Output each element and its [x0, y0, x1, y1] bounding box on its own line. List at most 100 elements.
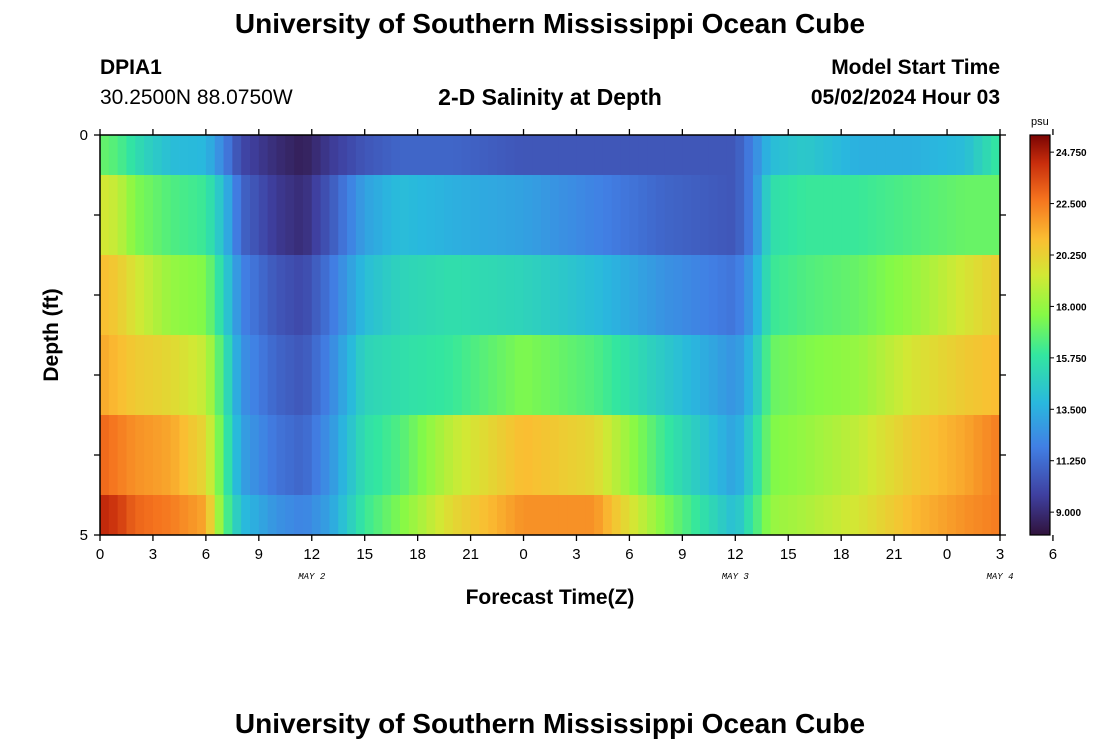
heatmap-cell — [400, 135, 410, 175]
heatmap-cell — [408, 135, 419, 175]
heatmap-cell — [338, 255, 348, 335]
heatmap-cell — [214, 335, 225, 415]
heatmap-cell — [338, 135, 348, 175]
heatmap-cell — [797, 175, 807, 255]
heatmap-cell — [391, 135, 401, 175]
heatmap-cell — [920, 415, 931, 495]
heatmap-cell — [452, 135, 463, 175]
heatmap-cell — [611, 255, 622, 335]
heatmap-cell — [655, 335, 666, 415]
heatmap-cell — [576, 175, 586, 255]
heatmap-cell — [373, 335, 383, 415]
heatmap-cell — [197, 495, 207, 535]
heatmap-cell — [505, 415, 516, 495]
heatmap-cell — [214, 415, 225, 495]
heatmap-cell — [435, 175, 445, 255]
heatmap-cell — [867, 415, 878, 495]
heatmap-cell — [444, 415, 454, 495]
heatmap-cell — [400, 495, 410, 535]
heatmap-cell — [452, 175, 463, 255]
heatmap-cell — [594, 415, 604, 495]
heatmap-cell — [505, 255, 516, 335]
heatmap-cell — [850, 135, 860, 175]
heatmap-cell — [532, 415, 542, 495]
heatmap-cell — [408, 415, 419, 495]
heatmap-cell — [629, 135, 639, 175]
heatmap-cell — [382, 255, 392, 335]
heatmap-cell — [620, 255, 631, 335]
heatmap-cell — [241, 175, 251, 255]
heatmap-cell — [355, 175, 366, 255]
heatmap-cell — [700, 335, 710, 415]
heatmap-cell — [285, 255, 295, 335]
heatmap-cell — [823, 335, 833, 415]
heatmap-cell — [585, 255, 595, 335]
heatmap-cell — [214, 135, 225, 175]
heatmap-cell — [170, 135, 181, 175]
heatmap-cell — [638, 175, 648, 255]
heatmap-cell — [400, 255, 410, 335]
heatmap-cell — [461, 135, 472, 175]
heatmap-cell — [955, 415, 966, 495]
heatmap-cell — [885, 175, 895, 255]
x-tick-label: 3 — [996, 546, 1004, 563]
heatmap-cell — [338, 415, 348, 495]
heatmap-cell — [197, 135, 207, 175]
model-start-label: Model Start Time — [831, 56, 1000, 79]
heatmap-cell — [276, 175, 286, 255]
heatmap-cell — [664, 135, 675, 175]
chart-title: University of Southern Mississippi Ocean… — [234, 8, 866, 39]
heatmap-cell — [876, 255, 886, 335]
heatmap-cell — [673, 255, 683, 335]
heatmap-cell — [858, 135, 869, 175]
heatmap-cell — [850, 175, 860, 255]
heatmap-cell — [647, 415, 657, 495]
heatmap-cell — [452, 415, 463, 495]
heatmap-cell — [444, 175, 454, 255]
heatmap-cell — [602, 335, 613, 415]
heatmap-cell — [152, 335, 163, 415]
heatmap-cell — [991, 255, 1001, 335]
heatmap-cell — [964, 135, 975, 175]
heatmap-cell — [858, 495, 869, 535]
heatmap-cell — [611, 415, 622, 495]
heatmap-cell — [417, 135, 428, 175]
heatmap-cell — [779, 415, 789, 495]
heatmap-cell — [435, 495, 445, 535]
heatmap-cell — [876, 495, 886, 535]
heatmap-cell — [779, 255, 789, 335]
heatmap-cell — [100, 175, 110, 255]
colorbar: psu 24.750 22.500 20.250 18.000 15.750 13.500… — [1029, 116, 1087, 536]
heatmap-cell — [117, 495, 128, 535]
heatmap-cell — [700, 175, 710, 255]
heatmap-cell — [973, 415, 983, 495]
heatmap-cell — [638, 415, 648, 495]
heatmap-cell — [232, 495, 242, 535]
heatmap-cell — [911, 415, 922, 495]
heatmap-cells — [100, 135, 1001, 535]
heatmap-cell — [708, 135, 719, 175]
heatmap-cell — [797, 135, 807, 175]
heatmap-cell — [338, 175, 348, 255]
heatmap-cell — [629, 175, 639, 255]
heatmap-cell — [973, 135, 983, 175]
heatmap-cell — [408, 255, 419, 335]
heatmap-cell — [973, 255, 983, 335]
heatmap-cell — [170, 415, 181, 495]
heatmap-cell — [558, 495, 569, 535]
heatmap-cell — [964, 495, 975, 535]
heatmap-cell — [576, 255, 586, 335]
heatmap-cell — [320, 135, 331, 175]
x-tick-label: 9 — [255, 546, 263, 563]
heatmap-cell — [302, 135, 313, 175]
heatmap-cell — [964, 255, 975, 335]
heatmap-cell — [444, 495, 454, 535]
heatmap-cell — [267, 335, 278, 415]
heatmap-cell — [735, 255, 745, 335]
heatmap-cell — [347, 495, 357, 535]
x-tick-label: 12 — [727, 546, 744, 563]
heatmap-cell — [108, 135, 119, 175]
heatmap-cell — [188, 335, 198, 415]
heatmap-cell — [144, 495, 154, 535]
heatmap-cell — [576, 135, 586, 175]
